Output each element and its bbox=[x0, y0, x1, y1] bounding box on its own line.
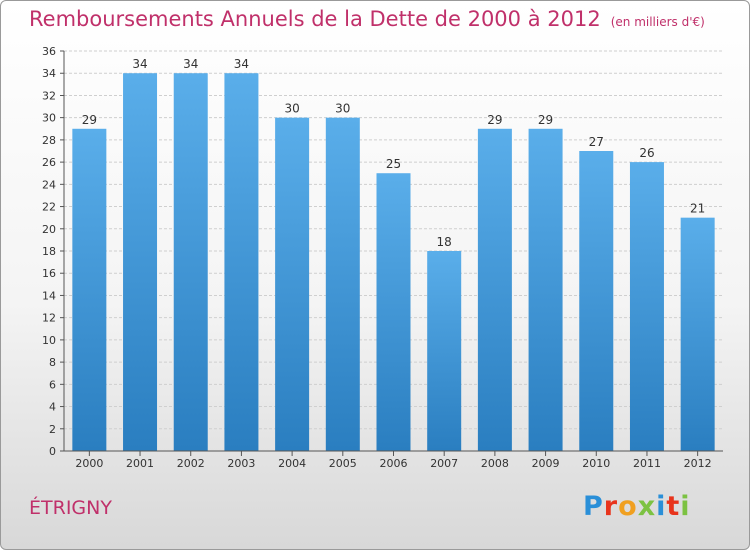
x-tick-label-2006: 2006 bbox=[380, 457, 408, 470]
value-label-2010: 27 bbox=[589, 135, 604, 149]
value-label-2006: 25 bbox=[386, 157, 401, 171]
y-tick-label: 30 bbox=[42, 112, 56, 125]
bar-2001 bbox=[123, 73, 158, 451]
value-label-2004: 30 bbox=[284, 102, 299, 116]
bar-2012 bbox=[680, 217, 715, 451]
bar-2004 bbox=[275, 117, 310, 452]
value-label-2000: 29 bbox=[82, 113, 97, 127]
y-tick-label: 22 bbox=[42, 201, 56, 214]
logo-letter: r bbox=[603, 491, 619, 522]
x-tick-label-2005: 2005 bbox=[329, 457, 357, 470]
value-label-2009: 29 bbox=[538, 113, 553, 127]
bar-2002 bbox=[173, 73, 208, 451]
x-tick-label-2008: 2008 bbox=[481, 457, 509, 470]
y-tick-label: 10 bbox=[42, 334, 56, 347]
y-tick-label: 12 bbox=[42, 312, 56, 325]
y-tick-label: 18 bbox=[42, 245, 56, 258]
y-tick-label: 36 bbox=[42, 45, 56, 58]
value-label-2008: 29 bbox=[487, 113, 502, 127]
x-tick-label-2000: 2000 bbox=[75, 457, 103, 470]
x-tick-label-2003: 2003 bbox=[227, 457, 255, 470]
logo-letter: i bbox=[656, 491, 667, 522]
x-tick-label-2011: 2011 bbox=[633, 457, 661, 470]
y-tick-label: 34 bbox=[42, 67, 56, 80]
value-label-2001: 34 bbox=[132, 57, 147, 71]
y-tick-label: 16 bbox=[42, 267, 56, 280]
y-tick-label: 0 bbox=[49, 445, 56, 458]
bar-2011 bbox=[629, 162, 664, 451]
chart-title: Remboursements Annuels de la Dette de 20… bbox=[29, 7, 705, 31]
value-label-2002: 34 bbox=[183, 57, 198, 71]
value-label-2007: 18 bbox=[437, 235, 452, 249]
bar-2003 bbox=[224, 73, 259, 451]
y-tick-label: 8 bbox=[49, 356, 56, 369]
city-name: ÉTRIGNY bbox=[29, 497, 112, 519]
bar-2009 bbox=[528, 128, 563, 451]
value-label-2003: 34 bbox=[234, 57, 249, 71]
value-label-2005: 30 bbox=[335, 102, 350, 116]
x-tick-label-2012: 2012 bbox=[684, 457, 712, 470]
y-tick-label: 14 bbox=[42, 289, 56, 302]
bars bbox=[72, 73, 715, 452]
bar-2006 bbox=[376, 173, 411, 451]
logo-letter: P bbox=[583, 491, 604, 522]
x-tick-label-2007: 2007 bbox=[430, 457, 458, 470]
logo-letter: x bbox=[637, 491, 657, 522]
axes bbox=[63, 51, 723, 452]
bar-2010 bbox=[579, 151, 614, 451]
chart-title-text: Remboursements Annuels de la Dette de 20… bbox=[29, 7, 601, 31]
bar-2008 bbox=[477, 128, 512, 451]
y-tick-label: 32 bbox=[42, 89, 56, 102]
value-labels: 29 34 34 34 30 30 25 18 29 29 27 26 21 bbox=[82, 57, 706, 249]
x-axis-ticks: 2000 2001 2002 2003 2004 2005 2006 2007 2008 2009… bbox=[75, 451, 712, 470]
y-tick-label: 20 bbox=[42, 223, 56, 236]
bar-2000 bbox=[72, 128, 107, 451]
y-tick-label: 4 bbox=[49, 401, 56, 414]
x-tick-label-2004: 2004 bbox=[278, 457, 306, 470]
x-tick-label-2002: 2002 bbox=[177, 457, 205, 470]
x-tick-label-2009: 2009 bbox=[532, 457, 560, 470]
x-tick-label-2010: 2010 bbox=[582, 457, 610, 470]
chart-subtitle: (en milliers d'€) bbox=[610, 15, 705, 29]
logo-letter: t bbox=[666, 491, 681, 522]
x-tick-label-2001: 2001 bbox=[126, 457, 154, 470]
bar-2007 bbox=[427, 251, 462, 451]
y-tick-label: 2 bbox=[49, 423, 56, 436]
y-tick-label: 26 bbox=[42, 156, 56, 169]
y-tick-label: 6 bbox=[49, 378, 56, 391]
logo-letter: o bbox=[618, 491, 638, 522]
proxiti-logo: Proxiti bbox=[583, 491, 691, 522]
y-tick-label: 24 bbox=[42, 178, 56, 191]
bar-2005 bbox=[325, 117, 360, 452]
y-tick-label: 28 bbox=[42, 134, 56, 147]
value-label-2011: 26 bbox=[639, 146, 654, 160]
logo-letter: i bbox=[680, 491, 691, 522]
value-label-2012: 21 bbox=[690, 202, 705, 216]
